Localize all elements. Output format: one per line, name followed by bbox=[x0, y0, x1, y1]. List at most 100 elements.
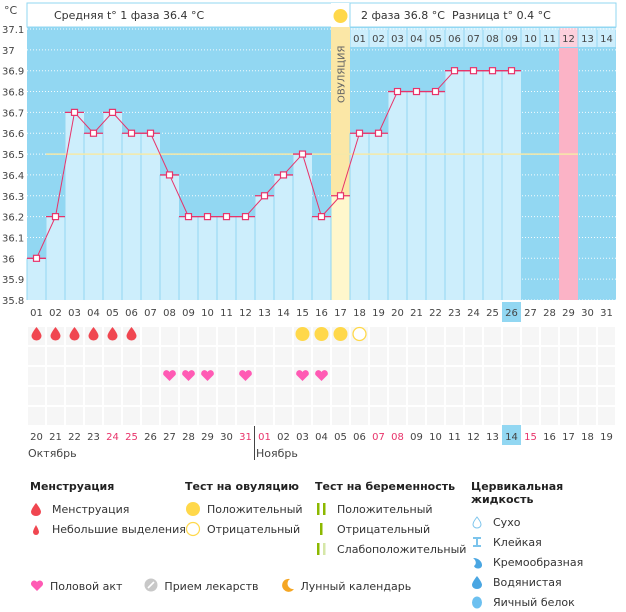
cycle-day-label: 19 bbox=[372, 308, 385, 319]
phase2-average: 2 фаза 36.8 °C bbox=[361, 9, 445, 22]
symbol-cell bbox=[294, 407, 311, 425]
calendar-date-label: 21 bbox=[49, 432, 62, 443]
drop-large-icon bbox=[30, 502, 52, 516]
temperature-point bbox=[412, 87, 421, 96]
symbol-cell bbox=[142, 347, 159, 365]
cycle-day-label: 16 bbox=[315, 308, 328, 319]
temperature-bar bbox=[350, 133, 369, 300]
luteal-day-label: 08 bbox=[486, 34, 499, 45]
today-marker bbox=[502, 302, 521, 322]
symbol-cell bbox=[541, 367, 558, 385]
luteal-day-cell bbox=[578, 28, 597, 47]
temperature-point bbox=[241, 213, 250, 221]
cycle-day-label: 02 bbox=[49, 308, 62, 319]
legend-ovulation-test-title: Тест на овуляцию bbox=[185, 480, 299, 493]
sticky-icon bbox=[471, 535, 493, 549]
symbol-cell bbox=[522, 347, 539, 365]
symbol-cell bbox=[199, 407, 216, 425]
symbol-cell bbox=[218, 387, 235, 405]
y-tick-label: 36.1 bbox=[2, 233, 24, 244]
symbol-cell bbox=[142, 387, 159, 405]
legend-item-egg-white: Яичный белок bbox=[471, 592, 626, 612]
symbol-cell bbox=[579, 327, 596, 345]
symbol-cell bbox=[104, 387, 121, 405]
symbol-cell bbox=[28, 347, 45, 365]
luteal-day-label: 02 bbox=[372, 34, 385, 45]
sun-icon bbox=[333, 9, 348, 23]
symbol-cell bbox=[161, 327, 178, 345]
temperature-bar bbox=[445, 70, 464, 300]
symbol-cell bbox=[370, 367, 387, 385]
cycle-day-label: 11 bbox=[220, 308, 233, 319]
symbol-cell bbox=[446, 407, 463, 425]
symbol-cell bbox=[465, 347, 482, 365]
legend-item-medication: Прием лекарств bbox=[144, 578, 259, 595]
two-lines-icon bbox=[315, 502, 337, 516]
legend-pregnancy-test: Тест на беременность Положительный Отриц… bbox=[315, 480, 466, 559]
temperature-point bbox=[51, 213, 60, 221]
symbol-cell bbox=[104, 407, 121, 425]
symbol-cell bbox=[161, 407, 178, 425]
symbol-cell bbox=[389, 387, 406, 405]
calendar-date-label: 23 bbox=[87, 432, 100, 443]
calendar-date-label: 25 bbox=[125, 432, 138, 443]
cycle-day-label: 27 bbox=[524, 308, 537, 319]
legend-menstruation-title: Менструация bbox=[30, 480, 115, 493]
intercourse-heart-icon bbox=[201, 370, 214, 381]
symbol-cell bbox=[560, 347, 577, 365]
calendar-date-label: 26 bbox=[144, 432, 157, 443]
luteal-day-cell bbox=[426, 28, 445, 47]
symbol-cell bbox=[180, 387, 197, 405]
symbol-cell bbox=[123, 347, 140, 365]
legend-item-creamy: Кремообразная bbox=[471, 552, 626, 572]
intercourse-heart-icon bbox=[296, 370, 309, 381]
temperature-bar bbox=[502, 70, 521, 300]
ovulation-label: ОВУЛЯЦИЯ bbox=[337, 46, 348, 104]
symbol-cell bbox=[294, 347, 311, 365]
calendar-date-label: 07 bbox=[372, 432, 385, 443]
legend-bottom: Половой акт Прием лекарств Лунный календ… bbox=[30, 578, 433, 595]
symbol-cell bbox=[199, 387, 216, 405]
temperature-point bbox=[165, 171, 174, 179]
ovulation-test-negative-icon bbox=[352, 326, 367, 342]
symbol-cell bbox=[161, 347, 178, 365]
luteal-day-cell bbox=[559, 28, 578, 47]
cycle-day-label: 31 bbox=[600, 308, 613, 319]
y-tick-label: 35.9 bbox=[2, 275, 24, 286]
legend-item-menstruation: Менструация bbox=[30, 499, 186, 519]
symbol-cell bbox=[47, 387, 64, 405]
temperature-point bbox=[393, 87, 402, 96]
symbol-cell bbox=[180, 347, 197, 365]
symbol-cell bbox=[142, 407, 159, 425]
cycle-day-label: 01 bbox=[30, 308, 43, 319]
legend-label: Половой акт bbox=[50, 580, 123, 593]
symbol-cell bbox=[218, 407, 235, 425]
luteal-day-label: 04 bbox=[410, 34, 423, 45]
luteal-day-cell bbox=[445, 28, 464, 47]
luteal-day-cell bbox=[521, 28, 540, 47]
luteal-day-cell bbox=[502, 28, 521, 47]
calendar-date-label: 04 bbox=[315, 432, 328, 443]
symbol-cell bbox=[427, 347, 444, 365]
today-date-marker bbox=[502, 425, 521, 445]
temperature-bar bbox=[198, 216, 217, 300]
temperature-bar bbox=[65, 112, 84, 300]
menstruation-drop-icon bbox=[126, 327, 137, 341]
legend-ovulation-test: Тест на овуляцию Положительный Отрицател… bbox=[185, 480, 303, 539]
calendar-date-label: 29 bbox=[201, 432, 214, 443]
temperature-bar bbox=[46, 216, 65, 300]
symbol-cell bbox=[237, 387, 254, 405]
symbol-cell bbox=[199, 347, 216, 365]
symbol-cell bbox=[294, 387, 311, 405]
temperature-bar bbox=[293, 154, 312, 300]
month-label: Октябрь bbox=[28, 447, 77, 460]
symbol-cell bbox=[446, 367, 463, 385]
symbol-cell bbox=[370, 327, 387, 345]
calendar-date-label: 18 bbox=[581, 432, 594, 443]
temperature-line-segment bbox=[55, 112, 75, 217]
intercourse-heart-icon bbox=[315, 370, 328, 381]
symbol-cell bbox=[66, 387, 83, 405]
symbol-cell bbox=[484, 407, 501, 425]
y-tick-label: 36.9 bbox=[2, 67, 24, 78]
temperature-bar bbox=[369, 133, 388, 300]
